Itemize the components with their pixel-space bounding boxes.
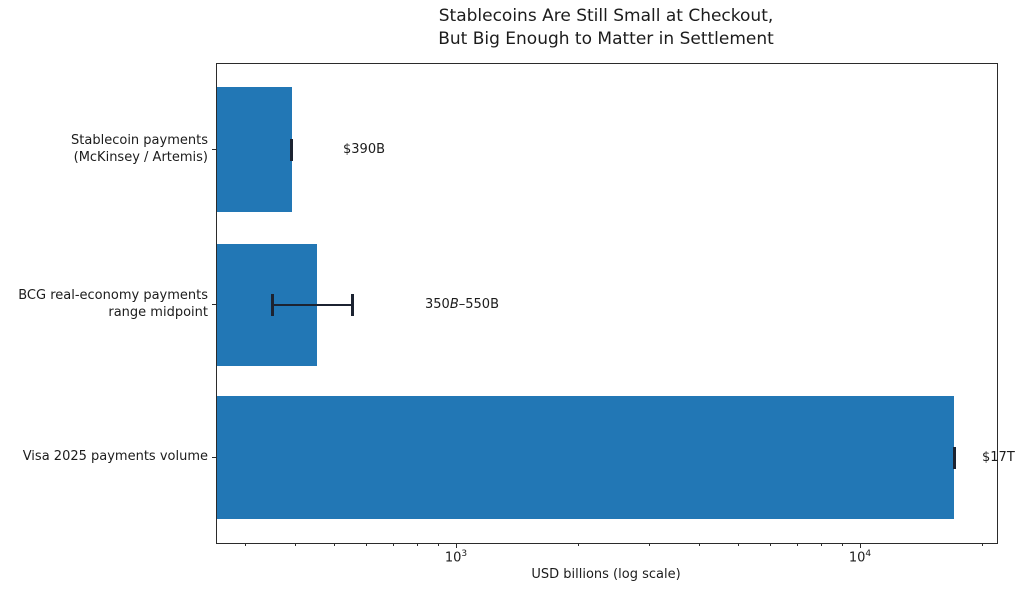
x-tick-minor [842,543,843,546]
y-category-label: Visa 2025 payments volume [22,449,208,464]
bar-value-label-segment: $17T [982,450,1015,465]
error-cap [271,294,274,316]
bar-value-label-segment: –550B [458,297,499,312]
bar-value-label-segment: 350 [425,297,450,312]
error-bar [273,304,352,306]
y-category-label: BCG real-economy payments range midpoint [18,288,208,320]
x-tick-minor [245,543,246,546]
x-tick-label: 103 [426,549,486,565]
y-category-label: Stablecoin payments (McKinsey / Artemis) [71,133,208,165]
x-tick-minor [295,543,296,546]
error-cap [351,294,354,316]
y-tick [212,457,216,458]
chart-title: Stablecoins Are Still Small at Checkout,… [438,6,774,49]
x-tick-minor [366,543,367,546]
bar [217,87,292,212]
x-tick-minor [699,543,700,546]
bar-value-label: 350B–550B [425,296,499,314]
bar-value-label-segment: $390B [343,142,386,157]
x-tick-major [456,543,457,548]
x-tick-label: 104 [830,549,890,565]
x-tick-minor [578,543,579,546]
x-tick-minor [334,543,335,546]
x-tick-minor [770,543,771,546]
x-tick-minor [821,543,822,546]
x-axis-label: USD billions (log scale) [531,567,681,582]
error-cap [953,447,956,469]
x-tick-label-exponent: 3 [461,549,468,559]
error-cap [290,139,293,161]
x-tick-minor [438,543,439,546]
x-tick-minor [417,543,418,546]
y-tick [212,304,216,305]
plot-area: $390B 350B–550B $17T [216,63,1015,544]
x-tick-minor [797,543,798,546]
y-tick [212,149,216,150]
x-tick-minor [738,543,739,546]
bar-value-label: $390B [343,141,385,159]
x-tick-major [860,543,861,548]
x-tick-minor [982,543,983,546]
x-tick-label-base: 10 [444,550,462,566]
x-tick-minor [649,543,650,546]
x-tick-minor [393,543,394,546]
x-tick-label-exponent: 4 [865,549,872,559]
bar-value-label: $17T [982,449,1015,467]
bar-value-label-segment: B [449,297,459,312]
x-tick-label-base: 10 [848,550,866,566]
bar [217,396,954,519]
